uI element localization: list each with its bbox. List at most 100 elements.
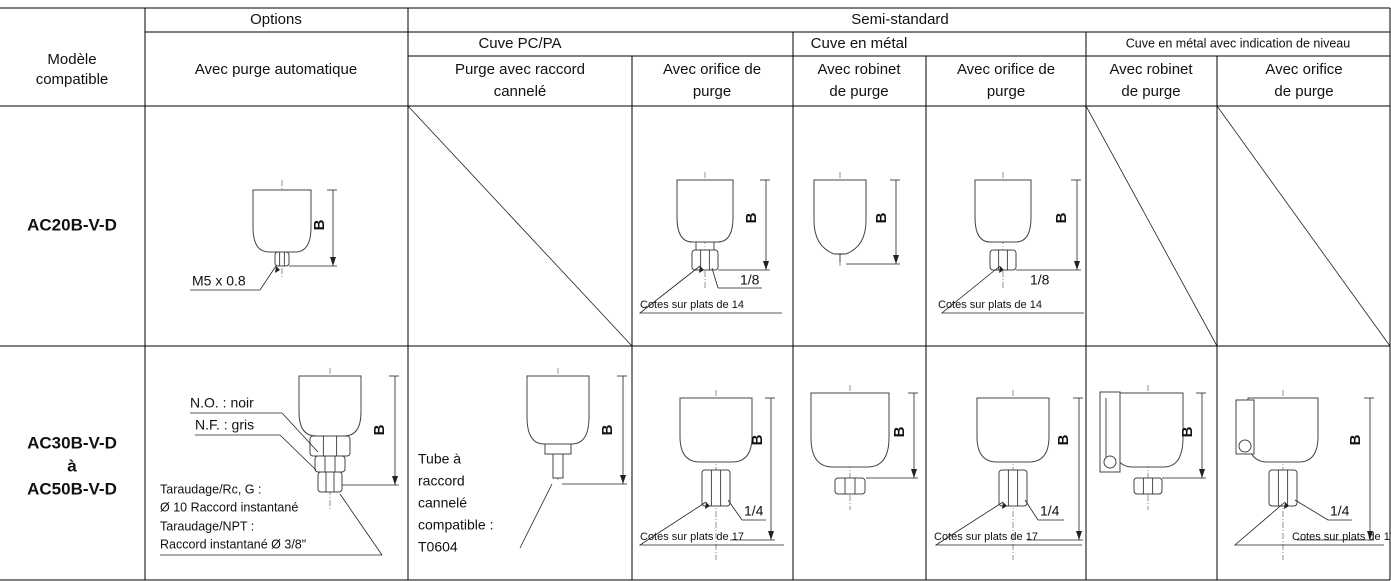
nut [701, 469, 731, 507]
arrow [768, 531, 774, 540]
arrow [911, 469, 917, 478]
label: B [1347, 434, 1364, 445]
diagonal [1216, 105, 1391, 347]
level-gauge [1235, 399, 1255, 455]
label: B [599, 424, 616, 435]
bowl [1112, 392, 1184, 468]
arrow [893, 255, 899, 264]
leader [940, 265, 1084, 314]
label: AC30B-V-D [27, 433, 117, 452]
leader [281, 412, 319, 453]
label: B [371, 424, 388, 435]
label: Cuve PC/PA [478, 35, 561, 52]
label: 1/8 [1030, 272, 1050, 288]
leader [711, 267, 719, 289]
label: Avec robinet [1109, 61, 1193, 78]
label: B [1055, 434, 1072, 445]
bowl [976, 397, 1050, 463]
bowl [813, 179, 867, 255]
nut [1133, 477, 1163, 495]
bowl [810, 392, 890, 468]
label: de purge [1121, 83, 1180, 100]
label: B [311, 219, 328, 230]
label: AC20B-V-D [27, 215, 117, 234]
label: de purge [829, 83, 888, 100]
label: Semi-standard [851, 11, 949, 28]
label: purge [693, 83, 731, 100]
label: Cotes sur plats de 14 [640, 299, 744, 311]
leader [727, 499, 743, 521]
label: Tube à [418, 451, 461, 467]
label: à [67, 456, 77, 475]
label: B [743, 212, 760, 223]
label: 1/4 [1040, 503, 1060, 519]
label: 1/4 [1330, 503, 1350, 519]
leader [279, 434, 317, 471]
arrow [620, 475, 626, 484]
nut [314, 455, 346, 473]
label: Avec orifice de [957, 61, 1055, 78]
arrow [999, 266, 1004, 273]
label: B [873, 212, 890, 223]
bowl [679, 397, 753, 463]
bowl [974, 179, 1032, 243]
arrow [330, 257, 336, 266]
level-gauge [1099, 391, 1121, 473]
nut [317, 471, 343, 493]
label: purge [987, 83, 1025, 100]
label: AC50B-V-D [27, 479, 117, 498]
label: Cotes sur plats de 17 [640, 531, 744, 543]
bowl [526, 375, 590, 445]
arrow [705, 502, 710, 509]
nut [309, 435, 351, 457]
label: cannelé [494, 83, 547, 100]
label: T0604 [418, 539, 458, 555]
bowl [252, 189, 312, 253]
leader [1294, 499, 1329, 521]
label: Avec orifice de [663, 61, 761, 78]
gauge-knob [1238, 439, 1252, 453]
arrow [1284, 502, 1289, 509]
label: compatible : [418, 517, 493, 533]
arrow [1199, 469, 1205, 478]
label: Raccord instantané Ø 3/8" [160, 537, 306, 551]
bowl [676, 179, 734, 243]
leader [519, 483, 553, 549]
leader [638, 265, 782, 314]
label: Modèle [47, 51, 96, 68]
label: Cuve en métal [811, 35, 908, 52]
label: N.O. : noir [190, 395, 254, 411]
nut [998, 469, 1028, 507]
label: Cotes sur plats de 17 [1292, 531, 1391, 543]
fitting [552, 453, 564, 479]
nut [691, 249, 719, 271]
leader [638, 501, 784, 546]
diagonal [407, 105, 633, 347]
label: Cotes sur plats de 17 [934, 531, 1038, 543]
label: Cotes sur plats de 14 [938, 299, 1042, 311]
label: Avec orifice [1265, 61, 1342, 78]
fitting [544, 443, 572, 455]
label: 1/8 [740, 272, 760, 288]
nut [1268, 469, 1298, 507]
diagonal [1085, 105, 1218, 347]
label: Purge avec raccord [455, 61, 585, 78]
label: raccord [418, 473, 465, 489]
label: Avec robinet [817, 61, 901, 78]
label: Taraudage/NPT : [160, 519, 254, 533]
label: B [1053, 212, 1070, 223]
label: Options [250, 11, 302, 28]
label: Ø 10 Raccord instantané [160, 500, 298, 514]
arrow [1074, 261, 1080, 270]
label: de purge [1274, 83, 1333, 100]
nut [989, 249, 1017, 271]
label: M5 x 0.8 [192, 273, 246, 289]
leader [190, 265, 277, 291]
leader [1024, 499, 1039, 521]
label: cannelé [418, 495, 467, 511]
arrow [275, 266, 280, 273]
label: Cuve en métal avec indication de niveau [1126, 36, 1350, 50]
label: 1/4 [744, 503, 764, 519]
label: B [891, 426, 908, 437]
